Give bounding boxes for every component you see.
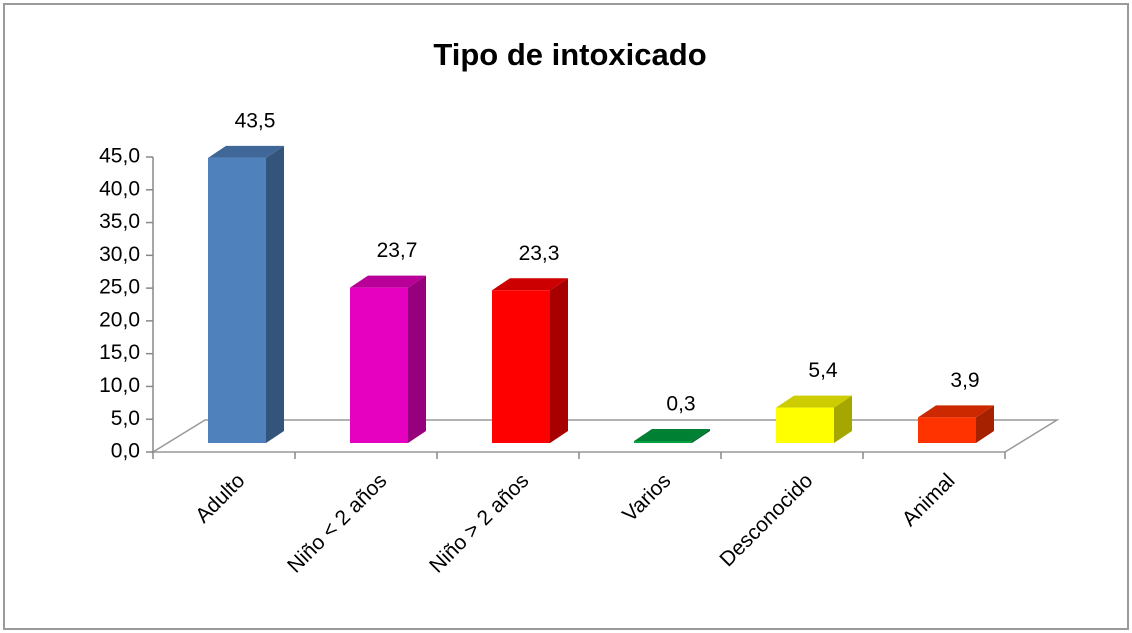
y-tick-label: 25,0 xyxy=(99,276,140,299)
y-tick-label: 35,0 xyxy=(99,210,140,233)
value-label: 23,3 xyxy=(519,242,560,265)
y-tick-label: 10,0 xyxy=(99,374,140,397)
bar xyxy=(492,290,550,443)
value-label: 43,5 xyxy=(235,109,276,132)
value-label: 0,3 xyxy=(666,393,695,416)
y-tick-label: 45,0 xyxy=(99,145,140,168)
bar-side xyxy=(408,275,426,443)
bar-top xyxy=(350,275,426,288)
bar-top xyxy=(776,395,852,408)
bar-side xyxy=(976,405,994,443)
y-tick-label: 0,0 xyxy=(111,440,140,463)
bar-side xyxy=(834,395,852,443)
bar-top xyxy=(918,405,994,418)
bar-top xyxy=(634,429,710,442)
y-tick-label: 5,0 xyxy=(111,407,140,430)
bar xyxy=(634,441,692,443)
bar-top xyxy=(208,145,284,158)
bar xyxy=(350,287,408,443)
bar-side xyxy=(692,429,710,443)
bar xyxy=(776,407,834,443)
value-label: 5,4 xyxy=(808,359,838,382)
chart-title: Tipo de intoxicado xyxy=(433,37,706,72)
bar-side xyxy=(550,278,568,443)
value-label: 23,7 xyxy=(377,239,418,262)
y-tick-label: 15,0 xyxy=(99,341,140,364)
y-tick-label: 40,0 xyxy=(99,177,140,200)
bar xyxy=(208,157,266,444)
value-label: 3,9 xyxy=(950,369,979,392)
y-tick-label: 20,0 xyxy=(99,308,140,331)
bar-top xyxy=(492,278,568,291)
bar-side xyxy=(266,145,284,444)
y-tick-label: 30,0 xyxy=(99,243,140,266)
bar xyxy=(918,417,976,443)
